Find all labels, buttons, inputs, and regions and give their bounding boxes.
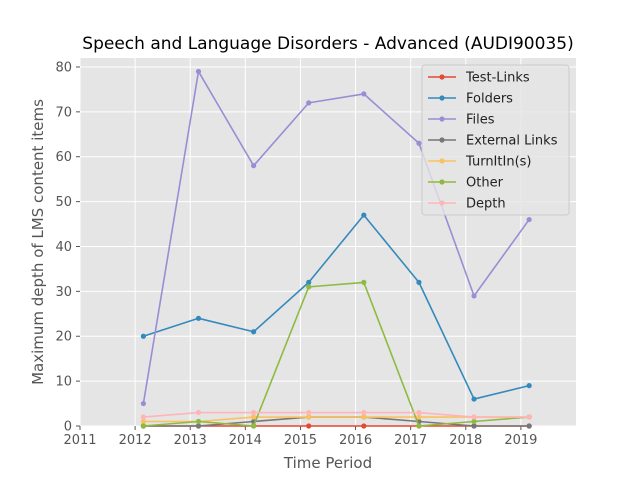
legend-label: Folders: [466, 92, 513, 107]
data-point-files: [140, 400, 146, 407]
series-files: [140, 68, 532, 407]
data-point-files: [526, 216, 532, 223]
legend-swatch-marker: [439, 74, 445, 80]
y-tick-label: 10: [55, 375, 72, 390]
series-line-depth: [143, 411, 530, 418]
data-point-files: [471, 293, 477, 299]
data-point-other: [306, 284, 312, 290]
y-tick-label: 20: [55, 330, 72, 345]
legend-swatch-marker: [439, 137, 445, 143]
data-point-folders: [471, 396, 477, 402]
data-point-turnitin-s: [416, 414, 422, 420]
x-tick-label: 2017: [394, 433, 427, 448]
y-tick-label: 60: [55, 150, 72, 165]
data-point-files: [361, 91, 367, 97]
legend-item-external-links: External Links: [428, 134, 558, 149]
legend-label: Depth: [466, 197, 506, 212]
x-tick-label: 2012: [119, 433, 152, 448]
data-point-depth: [526, 414, 532, 420]
legend-item-test-links: Test-Links: [428, 71, 530, 86]
data-point-turnitin-s: [361, 414, 367, 420]
data-point-depth: [195, 409, 202, 416]
legend-item-turnitin-s: TurnItIn(s): [428, 155, 531, 170]
legend-item-folders: Folders: [428, 92, 513, 107]
series-line-files: [142, 70, 530, 404]
data-point-other: [471, 418, 477, 425]
data-point-depth: [471, 414, 477, 420]
data-point-depth: [251, 409, 257, 416]
data-point-depth: [306, 409, 312, 416]
legend-swatch-marker: [439, 179, 445, 185]
x-axis-label: Time Period: [283, 454, 372, 472]
data-point-files: [306, 100, 312, 106]
y-tick-label: 40: [55, 240, 72, 255]
series-folders: [140, 212, 532, 402]
data-point-test-links: [361, 423, 367, 429]
legend-label: Other: [466, 176, 504, 191]
legend-item-depth: Depth: [428, 197, 506, 212]
x-tick-label: 2014: [229, 433, 262, 448]
data-point-depth: [140, 414, 146, 420]
y-tick-label: 70: [55, 105, 72, 120]
x-tick-label: 2015: [284, 433, 317, 448]
data-point-folders: [140, 333, 146, 339]
legend-swatch-marker: [439, 95, 445, 101]
legend-label: External Links: [466, 134, 558, 149]
data-point-external-links: [526, 423, 532, 429]
x-tick-label: 2011: [63, 433, 96, 448]
data-point-turnitin-s: [306, 414, 312, 420]
y-tick-label: 30: [55, 285, 72, 300]
data-point-external-links: [195, 423, 202, 429]
data-point-folders: [361, 212, 367, 218]
data-point-other: [251, 423, 257, 429]
legend-label: Test-Links: [465, 71, 530, 86]
x-tick-label: 2013: [174, 433, 207, 448]
legend-swatch-marker: [439, 116, 445, 122]
y-axis-label: Maximum depth of LMS content items: [29, 99, 47, 385]
data-point-test-links: [306, 423, 312, 429]
legend-label: TurnItIn(s): [465, 155, 531, 170]
data-point-folders: [195, 315, 202, 321]
data-point-depth: [361, 409, 367, 416]
series-line-folders: [143, 214, 530, 400]
legend-item-other: Other: [428, 176, 504, 191]
data-point-folders: [416, 279, 422, 285]
x-tick-label: 2018: [449, 433, 482, 448]
data-point-turnitin-s: [251, 414, 257, 420]
y-tick-label: 50: [55, 195, 72, 210]
x-axis-ticks: 2011 2012 2013 2014 2015 2016 2017 2018 2019: [63, 426, 537, 448]
data-point-other: [361, 279, 367, 285]
data-point-folders: [251, 329, 257, 335]
y-tick-label: 0: [64, 420, 72, 435]
chart-title: Speech and Language Disorders - Advanced…: [82, 34, 573, 54]
series-line-other: [143, 281, 530, 427]
data-point-folders: [526, 383, 532, 389]
x-tick-label: 2019: [504, 433, 537, 448]
data-point-files: [251, 163, 257, 169]
legend-swatch-marker: [439, 200, 445, 206]
series-lines: [140, 68, 532, 429]
data-point-files: [195, 68, 202, 75]
y-axis-ticks: 0 10 20 30 40 50 60 70 80: [55, 60, 80, 435]
legend: Test-Links Folders Files External Links Turn…: [421, 64, 570, 216]
data-point-other: [195, 418, 202, 425]
data-point-other: [140, 423, 146, 429]
x-tick-label: 2016: [339, 433, 372, 448]
legend-label: Files: [466, 113, 495, 128]
data-point-external-links: [471, 423, 477, 429]
data-point-files: [416, 140, 422, 146]
series-depth: [140, 409, 532, 420]
legend-box: [421, 64, 570, 216]
data-point-turnitin-s: [140, 418, 146, 425]
data-point-other: [416, 423, 422, 429]
legend-item-files: Files: [428, 113, 495, 128]
legend-swatch-marker: [439, 158, 445, 164]
y-tick-label: 80: [55, 60, 72, 75]
data-point-folders: [306, 279, 312, 285]
data-point-depth: [416, 409, 422, 416]
